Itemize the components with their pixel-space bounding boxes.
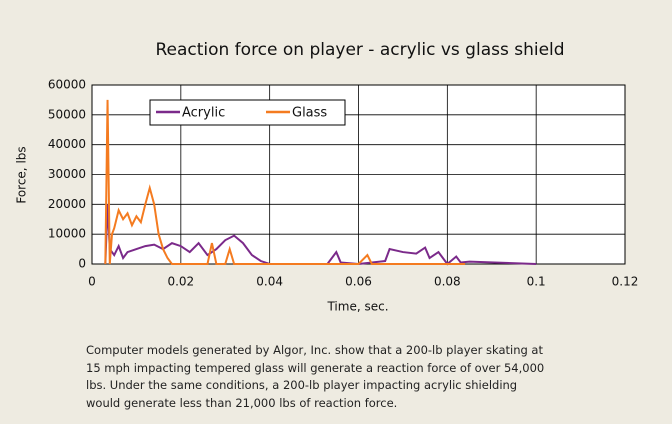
caption: Computer models generated by Algor, Inc.… — [86, 342, 606, 412]
x-tick-label: 0.1 — [527, 275, 546, 289]
legend-label: Acrylic — [182, 106, 225, 121]
x-axis-label: Time, sec. — [326, 300, 388, 314]
x-tick-label: 0 — [88, 275, 96, 289]
chart: Reaction force on player - acrylic vs gl… — [15, 40, 639, 314]
legend-box — [149, 99, 346, 126]
y-tick-label: 20000 — [48, 197, 86, 211]
x-tick-label: 0.02 — [167, 275, 194, 289]
y-tick-label: 10000 — [48, 227, 86, 241]
x-tick-label: 0.12 — [612, 275, 639, 289]
y-axis-label: Force, lbs — [15, 146, 29, 203]
series-line — [104, 204, 537, 266]
legend-label: Glass — [292, 106, 327, 121]
series-line — [104, 99, 466, 265]
y-tick-label: 0 — [78, 257, 86, 271]
caption-line: would generate less than 21,000 lbs of r… — [86, 395, 398, 410]
y-tick-label: 30000 — [48, 167, 86, 181]
x-tick-label: 0.06 — [345, 275, 372, 289]
x-tick-label: 0.08 — [434, 275, 461, 289]
caption-line: Computer models generated by Algor, Inc.… — [86, 343, 543, 357]
y-tick-label: 40000 — [48, 137, 86, 151]
chart-title: Reaction force on player - acrylic vs gl… — [155, 40, 564, 60]
x-tick-label: 0.04 — [256, 275, 283, 289]
y-tick-label: 50000 — [48, 107, 86, 121]
caption-line: lbs. Under the same conditions, a 200-lb… — [86, 378, 518, 392]
caption-line: 15 mph impacting tempered glass will gen… — [86, 360, 545, 375]
y-tick-label: 60000 — [48, 78, 86, 92]
